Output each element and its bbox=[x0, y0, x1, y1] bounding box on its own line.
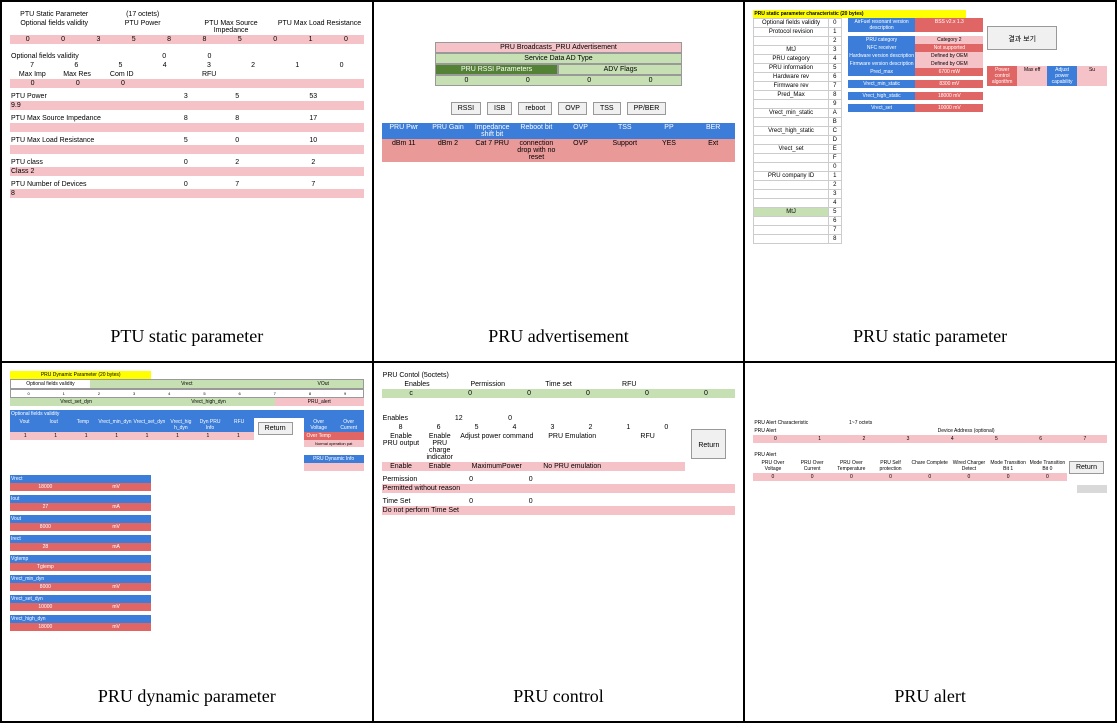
p1-h1: PTU Power bbox=[98, 19, 186, 35]
panel1-content: PTU Static Parameter (17 octets) Optiona… bbox=[2, 2, 372, 318]
caption-3: PRU static parameter bbox=[745, 318, 1115, 361]
return-button-p4[interactable]: Return bbox=[258, 422, 293, 435]
isb-button[interactable]: ISB bbox=[487, 102, 512, 115]
ppber-button[interactable]: PP/BER bbox=[627, 102, 667, 115]
figure-grid: PTU Static Parameter (17 octets) Optiona… bbox=[0, 0, 1117, 723]
rssi-button[interactable]: RSSI bbox=[451, 102, 481, 115]
tss-button[interactable]: TSS bbox=[593, 102, 621, 115]
cell-pru-static: PRU static parameter characteristic (20 … bbox=[744, 1, 1116, 362]
p3-left-table: Optional fields validity0 Protocol revis… bbox=[753, 18, 841, 244]
panel6-content: PRU Alert Characteristic 1~7 octets PRU … bbox=[745, 363, 1115, 679]
caption-2: PRU advertisement bbox=[374, 318, 744, 361]
caption-4: PRU dynamic parameter bbox=[2, 678, 372, 721]
ovp-button[interactable]: OVP bbox=[558, 102, 587, 115]
p1-h3: PTU Max Load Resistance bbox=[275, 19, 363, 35]
caption-1: PTU static parameter bbox=[2, 318, 372, 361]
reboot-button[interactable]: reboot bbox=[518, 102, 552, 115]
cell-ptu-static: PTU Static Parameter (17 octets) Optiona… bbox=[1, 1, 373, 362]
result-button[interactable]: 결과 보기 bbox=[987, 26, 1057, 50]
return-button-p5[interactable]: Return bbox=[691, 429, 726, 459]
p1-title: PTU Static Parameter bbox=[10, 10, 98, 19]
p1-h2: PTU Max Source Impedance bbox=[187, 19, 275, 35]
panel2-content: PRU Broadcasts_PRU Advertisement Service… bbox=[374, 2, 744, 318]
caption-5: PRU control bbox=[374, 678, 744, 721]
caption-6: PRU alert bbox=[745, 678, 1115, 721]
panel5-content: PRU Contol (5octets) Enables Permission … bbox=[374, 363, 744, 679]
return-button-p6[interactable]: Return bbox=[1069, 461, 1104, 474]
p1-h0: Optional fields validity bbox=[10, 19, 98, 35]
cell-pru-dynamic: PRU Dynamic Parameter (20 bytes) Optiona… bbox=[1, 362, 373, 723]
cell-pru-alert: PRU Alert Characteristic 1~7 octets PRU … bbox=[744, 362, 1116, 723]
panel3-content: PRU static parameter characteristic (20 … bbox=[745, 2, 1115, 318]
p1-octets: (17 octets) bbox=[98, 10, 186, 19]
cell-pru-control: PRU Contol (5octets) Enables Permission … bbox=[373, 362, 745, 723]
cell-pru-adv: PRU Broadcasts_PRU Advertisement Service… bbox=[373, 1, 745, 362]
panel4-content: PRU Dynamic Parameter (20 bytes) Optiona… bbox=[2, 363, 372, 679]
